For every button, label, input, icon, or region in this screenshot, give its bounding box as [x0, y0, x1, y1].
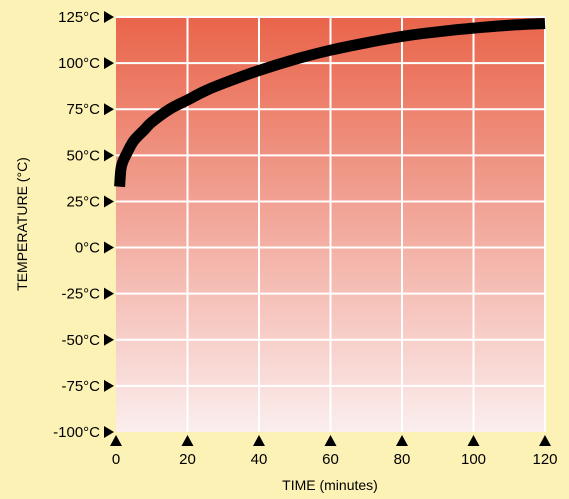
x-tick-label: 100 — [461, 451, 486, 468]
y-tick-marker — [104, 11, 114, 23]
y-tick-marker — [104, 149, 114, 162]
y-tick-marker — [104, 379, 114, 392]
x-axis-title: TIME (minutes) — [282, 477, 378, 493]
x-tick-label: 120 — [532, 451, 557, 468]
x-tick-marker — [253, 435, 265, 446]
y-tick-marker — [104, 103, 114, 116]
y-tick-label: 100°C — [58, 55, 100, 72]
x-tick-marker — [539, 435, 551, 446]
y-tick-label: 25°C — [66, 193, 100, 210]
y-tick-label: 75°C — [66, 101, 100, 118]
y-axis: -100°C -75°C -50°C -25°C 0°C 25°C 50°C 75°C 100°… — [53, 9, 114, 441]
y-tick-marker — [104, 287, 114, 300]
y-tick-label: -75°C — [61, 378, 100, 395]
x-tick-label: 20 — [179, 451, 196, 468]
series-line — [114, 18, 546, 188]
y-tick-label: 0°C — [75, 240, 100, 257]
x-tick-label: 0 — [112, 451, 120, 468]
x-axis: 0 20 40 60 80 100 120 — [110, 435, 558, 468]
y-tick-marker — [104, 333, 114, 346]
y-tick-label: -100°C — [53, 424, 100, 441]
y-tick-marker — [104, 57, 114, 70]
x-tick-label: 80 — [394, 451, 411, 468]
x-tick-marker — [324, 435, 337, 446]
y-tick-marker — [104, 241, 114, 254]
grid — [116, 16, 546, 432]
y-tick-marker — [104, 195, 114, 208]
y-axis-title: TEMPERATURE (°C) — [14, 157, 30, 291]
series-layer — [114, 18, 546, 188]
y-tick-label: 125°C — [58, 9, 100, 26]
y-tick-label: -25°C — [61, 286, 100, 303]
y-tick-marker — [104, 426, 114, 438]
x-tick-label: 60 — [322, 451, 339, 468]
y-tick-label: 50°C — [66, 147, 100, 164]
y-tick-label: -50°C — [61, 332, 100, 349]
x-tick-marker — [181, 435, 194, 446]
x-tick-marker — [110, 435, 122, 446]
x-tick-label: 40 — [251, 451, 268, 468]
x-tick-marker — [467, 435, 480, 446]
x-tick-marker — [396, 435, 408, 446]
